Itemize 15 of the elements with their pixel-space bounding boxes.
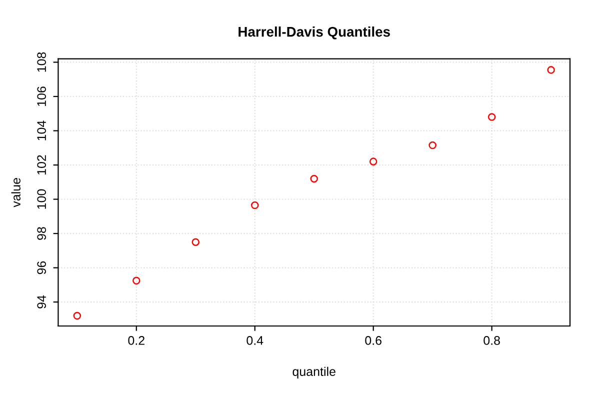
x-tick-label: 0.4	[246, 336, 264, 345]
y-tick-label: 102	[37, 155, 46, 174]
y-tick-label: 108	[37, 52, 46, 72]
x-axis-title: quantile	[292, 366, 336, 378]
y-tick-label: 96	[37, 261, 46, 274]
x-tick-label: 0.2	[128, 336, 144, 345]
y-tick-label: 106	[37, 86, 46, 106]
y-tick-label: 98	[37, 227, 46, 240]
y-axis-title: value	[11, 178, 20, 208]
chart-title: Harrell-Davis Quantiles	[238, 26, 390, 40]
y-tick-label: 104	[37, 120, 46, 140]
y-tick-label: 94	[37, 295, 46, 308]
y-tick-label: 100	[37, 189, 46, 209]
x-tick-label: 0.6	[365, 336, 382, 345]
x-tick-label: 0.8	[484, 336, 500, 345]
